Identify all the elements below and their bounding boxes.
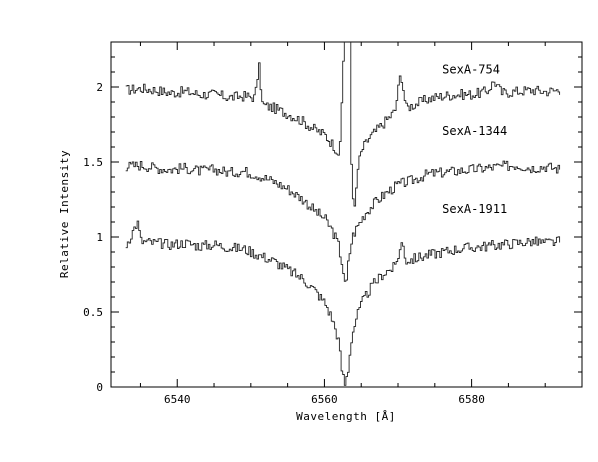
y-tick-label: 2 (96, 81, 103, 94)
plot-frame (110, 41, 583, 388)
series-label: SexA-1344 (442, 124, 507, 138)
x-axis-label: Wavelength [Å] (296, 410, 396, 423)
series-line-3 (125, 220, 561, 386)
y-tick-label: 0.5 (83, 306, 103, 319)
series-label: SexA-754 (442, 63, 500, 77)
series-group (125, 42, 561, 386)
y-tick-label: 1 (96, 231, 103, 244)
y-tick-label: 0 (96, 381, 103, 394)
x-tick-label: 6560 (311, 393, 338, 406)
x-tick-label: 6580 (458, 393, 485, 406)
y-tick-label: 1.5 (83, 156, 103, 169)
series-line-2 (125, 160, 561, 282)
tick-labels: 6540 6560 6580 0 0.5 1 1.5 2 (83, 81, 485, 406)
series-labels: SexA-754 SexA-1344 SexA-1911 (442, 63, 507, 217)
axis-ticks (111, 41, 583, 388)
series-line-1 (125, 42, 561, 207)
y-axis-label: Relative Intensity (58, 150, 71, 278)
series-label: SexA-1911 (442, 202, 507, 216)
x-tick-label: 6540 (164, 393, 191, 406)
